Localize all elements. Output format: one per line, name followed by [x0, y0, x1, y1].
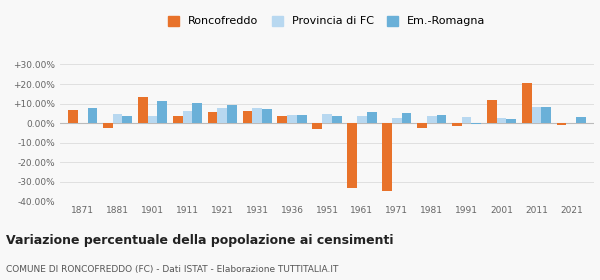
Bar: [242, 111, 253, 123]
Bar: [392, 118, 401, 123]
Bar: [462, 117, 472, 123]
Bar: [382, 123, 392, 191]
Bar: [472, 123, 481, 124]
Bar: [522, 83, 532, 123]
Bar: [113, 114, 122, 123]
Bar: [192, 103, 202, 123]
Bar: [182, 111, 192, 123]
Bar: [297, 115, 307, 123]
Text: COMUNE DI RONCOFREDDO (FC) - Dati ISTAT - Elaborazione TUTTITALIA.IT: COMUNE DI RONCOFREDDO (FC) - Dati ISTAT …: [6, 265, 338, 274]
Bar: [487, 100, 497, 123]
Bar: [357, 116, 367, 123]
Bar: [313, 123, 322, 129]
Bar: [217, 109, 227, 123]
Bar: [157, 101, 167, 123]
Bar: [506, 119, 516, 123]
Bar: [427, 116, 437, 123]
Bar: [227, 104, 237, 123]
Bar: [287, 115, 297, 123]
Bar: [138, 97, 148, 123]
Bar: [103, 123, 113, 128]
Bar: [173, 116, 182, 123]
Bar: [332, 116, 341, 123]
Bar: [322, 114, 332, 123]
Bar: [401, 113, 412, 123]
Bar: [576, 117, 586, 123]
Bar: [452, 123, 462, 126]
Bar: [541, 106, 551, 123]
Bar: [437, 115, 446, 123]
Bar: [262, 109, 272, 123]
Bar: [367, 112, 377, 123]
Bar: [557, 123, 566, 125]
Bar: [497, 118, 506, 123]
Bar: [122, 116, 132, 123]
Legend: Roncofreddo, Provincia di FC, Em.-Romagna: Roncofreddo, Provincia di FC, Em.-Romagn…: [165, 12, 489, 30]
Bar: [347, 123, 357, 188]
Bar: [253, 109, 262, 123]
Bar: [417, 123, 427, 128]
Text: Variazione percentuale della popolazione ai censimenti: Variazione percentuale della popolazione…: [6, 234, 394, 247]
Bar: [277, 116, 287, 123]
Bar: [88, 109, 97, 123]
Bar: [532, 106, 541, 123]
Bar: [68, 110, 78, 123]
Bar: [148, 116, 157, 123]
Bar: [208, 112, 217, 123]
